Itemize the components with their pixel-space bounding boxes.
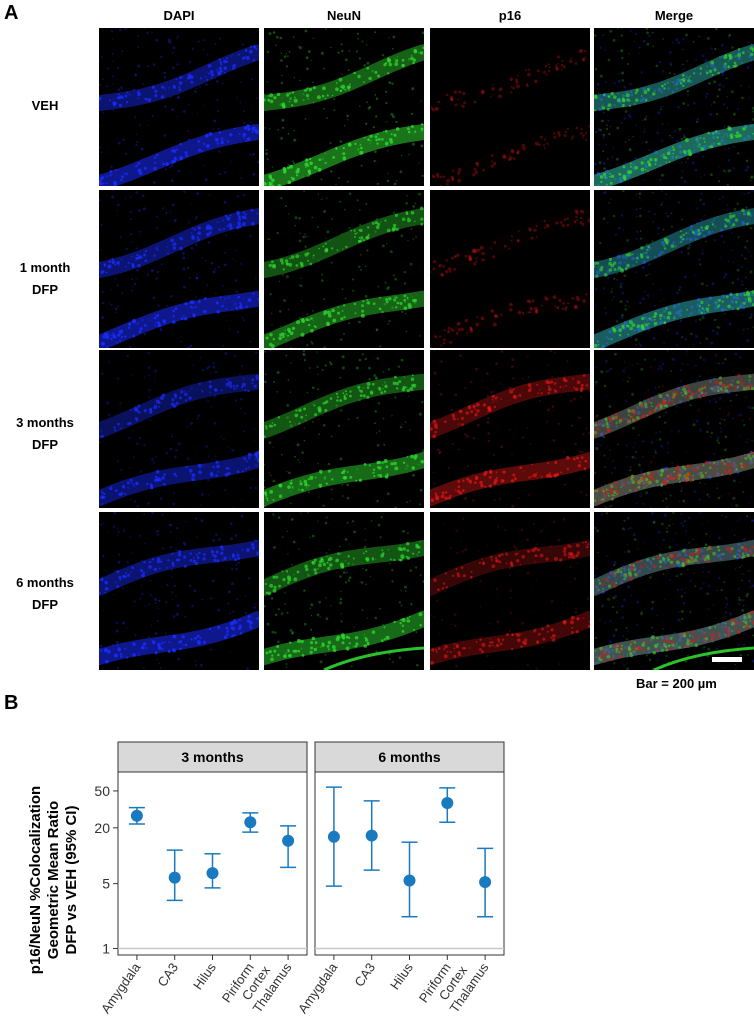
micrograph-merge-row2 xyxy=(594,190,754,348)
data-point xyxy=(282,834,295,847)
facet-strip xyxy=(117,741,308,773)
panel-b-letter: B xyxy=(4,692,19,714)
x-tick-label: CA3 xyxy=(154,960,181,989)
micrograph-neun-row2 xyxy=(264,190,424,348)
micrograph-image xyxy=(430,49,590,186)
x-tick-label: Hilus xyxy=(387,960,416,993)
micrograph-merge-row3 xyxy=(594,350,754,508)
micrograph-image xyxy=(99,351,259,508)
micrograph-neun-row1 xyxy=(264,28,424,186)
micrograph-merge-row4 xyxy=(594,512,754,670)
micrograph-image xyxy=(264,350,424,508)
micrograph-p16-row1 xyxy=(430,28,590,186)
row-label-3-months: 3 months DFP xyxy=(0,412,90,456)
row-label-1-month: 1 month DFP xyxy=(0,257,90,301)
micrograph-p16-row3 xyxy=(430,350,590,508)
column-header-dapi: DAPI xyxy=(163,8,195,23)
micrograph-dapi-row2 xyxy=(99,190,259,348)
column-header-neun: NeuN xyxy=(327,8,361,23)
micrograph-image xyxy=(594,28,754,186)
micrograph-p16-row4 xyxy=(430,512,590,670)
x-tick-label-line: CA3 xyxy=(351,960,378,989)
facet-title: 3 months xyxy=(181,749,243,765)
x-tick-label: Amygdala xyxy=(98,959,144,1016)
row-label-veh: VEH xyxy=(0,95,90,117)
x-tick-label-line: Amygdala xyxy=(295,959,341,1016)
panel-a-letter: A xyxy=(4,2,19,24)
column-header-p16: p16 xyxy=(498,8,522,23)
x-tick-label-line: Amygdala xyxy=(98,959,144,1016)
data-point xyxy=(244,816,257,829)
data-point xyxy=(403,874,416,887)
micrograph-image xyxy=(430,350,590,508)
data-point xyxy=(168,871,181,884)
data-point xyxy=(441,797,454,810)
x-tick-label-line: Hilus xyxy=(190,960,219,993)
row-label-line2: DFP xyxy=(32,597,58,612)
column-header-merge: Merge xyxy=(654,8,694,23)
y-axis-label: p16/NeuN %Colocalization Geometric Mean … xyxy=(27,786,80,974)
x-tick-label: Amygdala xyxy=(295,959,341,1016)
micrograph-image xyxy=(264,190,424,348)
micrograph-dapi-row1 xyxy=(99,28,259,186)
y-axis-label-line: p16/NeuN %Colocalization xyxy=(27,786,44,974)
colocalization-ratio-chart: p16/NeuN %Colocalization Geometric Mean … xyxy=(27,741,505,1016)
micrograph-image xyxy=(594,190,754,348)
micrograph-dapi-row3 xyxy=(99,350,259,508)
facet-strip xyxy=(314,741,505,773)
micrograph-image xyxy=(430,209,590,348)
micrograph-image xyxy=(264,28,424,186)
y-tick-label: 5 xyxy=(102,876,110,892)
y-axis-label-line: DFP vs VEH (95% CI) xyxy=(63,806,80,955)
row-label-line2: DFP xyxy=(32,437,58,452)
micrograph-image xyxy=(99,28,259,186)
scale-bar xyxy=(712,657,742,662)
micrograph-merge-row1 xyxy=(594,28,754,186)
data-point xyxy=(479,876,492,889)
row-label-line1: 1 month xyxy=(19,260,71,275)
data-point xyxy=(327,830,340,843)
data-point xyxy=(206,867,219,880)
micrograph-image xyxy=(99,512,259,670)
micrograph-image xyxy=(264,512,424,670)
data-point xyxy=(365,829,378,842)
micrograph-p16-row2 xyxy=(430,190,590,348)
row-label-line2: DFP xyxy=(32,282,58,297)
row-label-6-months: 6 months DFP xyxy=(0,572,90,616)
micrograph-image xyxy=(430,513,590,670)
micrograph-neun-row4 xyxy=(264,512,424,670)
row-label-line1: 6 months xyxy=(16,575,74,590)
y-tick-label: 50 xyxy=(94,783,110,799)
y-axis-label-line: Geometric Mean Ratio xyxy=(45,801,62,959)
x-tick-label: Hilus xyxy=(190,960,219,993)
micrograph-image xyxy=(594,350,754,508)
facet-title: 6 months xyxy=(378,749,440,765)
scale-bar-caption: Bar = 200 µm xyxy=(636,676,717,691)
y-tick-label: 20 xyxy=(94,820,110,836)
micrograph-dapi-row4 xyxy=(99,512,259,670)
row-label-line1: VEH xyxy=(31,98,59,113)
x-tick-label: CA3 xyxy=(351,960,378,989)
x-tick-label-line: CA3 xyxy=(154,960,181,989)
y-tick-label: 1 xyxy=(102,940,110,956)
micrograph-image xyxy=(594,512,754,670)
data-point xyxy=(130,809,143,822)
micrograph-image xyxy=(99,190,259,348)
x-tick-label-line: Hilus xyxy=(387,960,416,993)
micrograph-neun-row3 xyxy=(264,350,424,508)
row-label-line1: 3 months xyxy=(16,415,74,430)
